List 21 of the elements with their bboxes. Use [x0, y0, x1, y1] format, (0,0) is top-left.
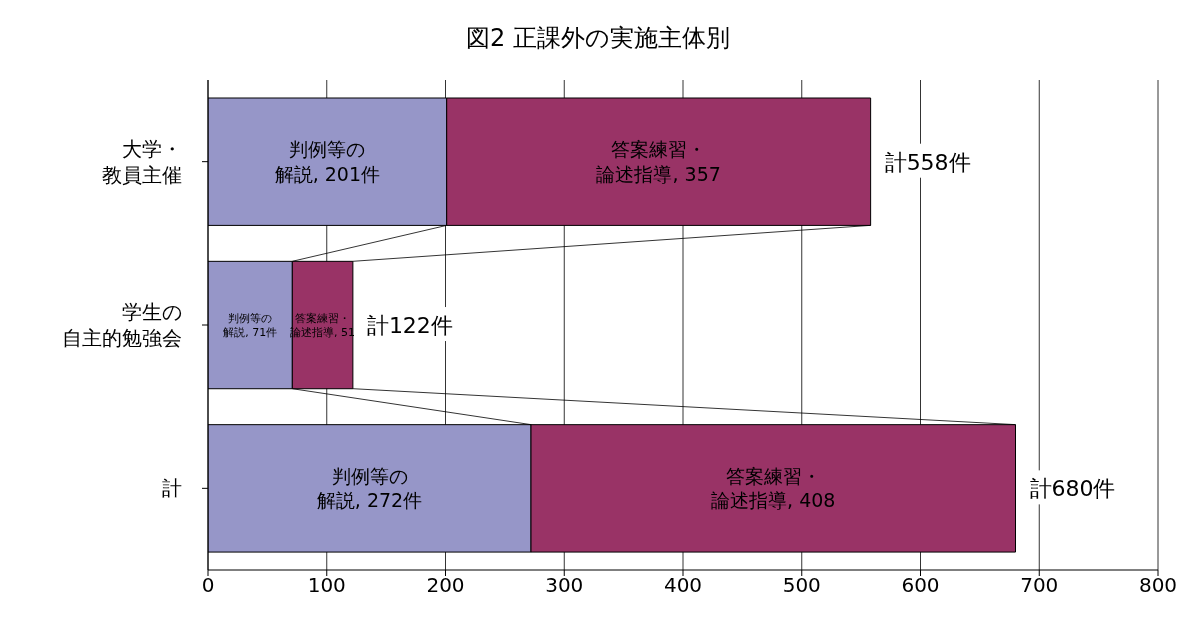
data-label: 判例等の解説, 272件: [316, 464, 423, 512]
data-label: 判例等の解説, 201件: [274, 138, 381, 185]
y-tick-label: 大学・教員主催: [102, 136, 182, 187]
x-tick-label: 0: [201, 573, 215, 598]
x-tick-label: 200: [426, 573, 465, 598]
y-tick-label: 計: [162, 476, 182, 501]
data-label: 答案練習・論述指導, 357: [596, 138, 721, 185]
x-tick-label: 500: [782, 573, 821, 598]
x-tick-label: 800: [1138, 573, 1178, 598]
chart-title: 図2 正課外の実施主体別: [465, 23, 731, 54]
data-label: 答案練習・論述指導, 408: [711, 464, 836, 512]
x-tick-label: 300: [545, 573, 584, 598]
total-label: 計122件: [366, 313, 453, 339]
total-label: 計680件: [1029, 476, 1116, 502]
total-label: 計558件: [884, 149, 971, 175]
x-tick-label: 400: [663, 573, 703, 598]
x-tick-label: 600: [901, 573, 940, 598]
data-label: 判例等の解説, 71件: [223, 311, 278, 340]
x-tick-label: 100: [307, 573, 346, 598]
y-tick-label: 学生の自主的勉強会: [62, 300, 182, 350]
x-tick-label: 700: [1020, 573, 1059, 598]
